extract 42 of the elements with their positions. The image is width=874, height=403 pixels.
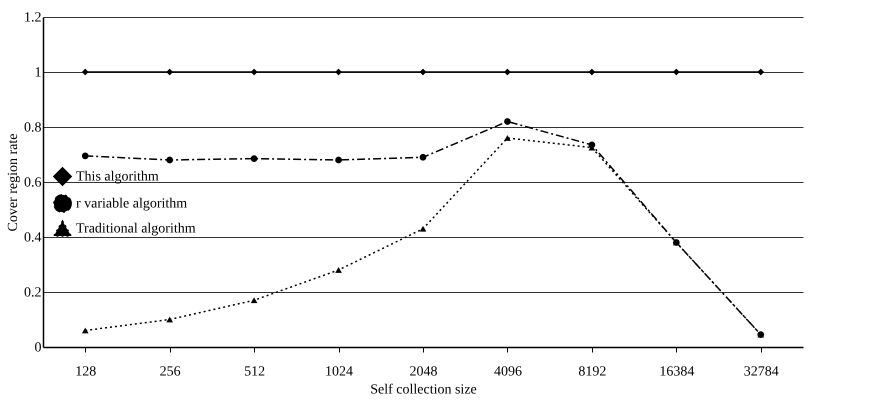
point bbox=[420, 154, 426, 161]
y-tick-label: 0.2 bbox=[24, 286, 42, 300]
x-tick-label: 4096 bbox=[494, 364, 522, 380]
point bbox=[504, 68, 511, 76]
point bbox=[504, 135, 511, 141]
y-tick-label: 0.4 bbox=[24, 230, 42, 246]
point bbox=[82, 68, 89, 76]
point bbox=[335, 156, 342, 164]
point bbox=[82, 328, 89, 334]
x-axis-title: Self collection size bbox=[370, 382, 477, 398]
x-tick-label: 512 bbox=[244, 364, 266, 380]
legend-label: Traditional algorithm bbox=[76, 222, 196, 236]
point bbox=[335, 267, 342, 273]
point bbox=[420, 226, 426, 232]
x-tick-label: 8192 bbox=[578, 364, 606, 380]
point bbox=[250, 155, 258, 162]
y-tick-label: 1 bbox=[34, 66, 42, 80]
y-tick-label: 0.6 bbox=[24, 176, 42, 190]
point bbox=[250, 68, 258, 76]
y-tick-label: 0 bbox=[34, 340, 42, 356]
point bbox=[166, 156, 174, 164]
point bbox=[504, 118, 511, 125]
y-tick-label: 1.2 bbox=[24, 10, 42, 26]
x-tick-label: 256 bbox=[160, 364, 181, 380]
point bbox=[250, 297, 258, 304]
y-axis-title: Cover region rate bbox=[6, 134, 21, 232]
point bbox=[420, 68, 426, 76]
x-tick-label: 128 bbox=[75, 364, 96, 380]
legend-label: This algorithm bbox=[76, 170, 159, 184]
x-tick-label: 32784 bbox=[744, 364, 779, 380]
x-tick-label: 16384 bbox=[659, 364, 694, 380]
point bbox=[588, 68, 596, 76]
x-tick-label: 1024 bbox=[325, 364, 354, 380]
x-tick-label: 2048 bbox=[410, 364, 438, 380]
point bbox=[82, 152, 89, 160]
point bbox=[672, 68, 680, 76]
point bbox=[335, 68, 342, 76]
point bbox=[166, 68, 174, 76]
y-tick-label: 0.8 bbox=[24, 120, 42, 136]
point bbox=[757, 68, 764, 76]
point bbox=[166, 316, 174, 322]
legend-label: r variable algorithm bbox=[76, 196, 188, 212]
